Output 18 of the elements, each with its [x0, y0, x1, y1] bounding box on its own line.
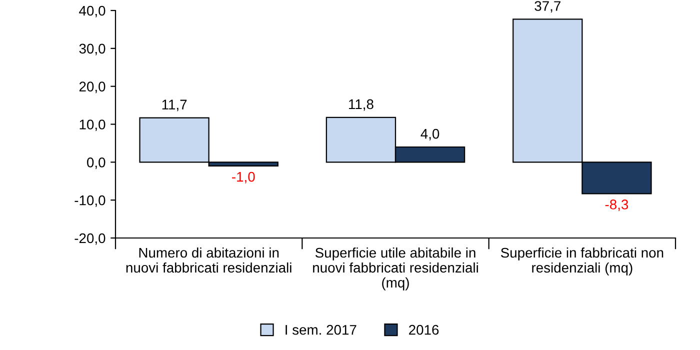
legend-label: 2016 [409, 324, 439, 335]
y-tick-label: 30,0 [79, 44, 106, 56]
y-tick-label: -10,0 [74, 195, 106, 207]
y-tick-label: 20,0 [79, 82, 106, 94]
data-label: -8,3 [605, 200, 628, 212]
data-label: 37,7 [534, 1, 560, 13]
y-tick-label: -20,0 [74, 233, 106, 245]
data-label: 4,0 [420, 128, 440, 140]
y-tick-label: 10,0 [80, 120, 106, 132]
x-tick-label: Superficie utile abitabile in nuovi fabbricati residenziali (mq) [313, 247, 478, 290]
legend-label: I sem. 2017 [286, 324, 356, 335]
y-tick-label: 0,0 [87, 158, 106, 169]
x-tick-label: Superficie in fabbricati non residenziali (mq) [500, 247, 664, 276]
data-label: -1,0 [232, 172, 255, 184]
data-label: 11,7 [162, 100, 187, 112]
x-tick-label: Numero di abitazioni in nuovi fabbricati residenziali [126, 247, 292, 273]
data-label: 11,8 [349, 99, 374, 111]
y-tick-label: 40,0 [79, 6, 106, 18]
